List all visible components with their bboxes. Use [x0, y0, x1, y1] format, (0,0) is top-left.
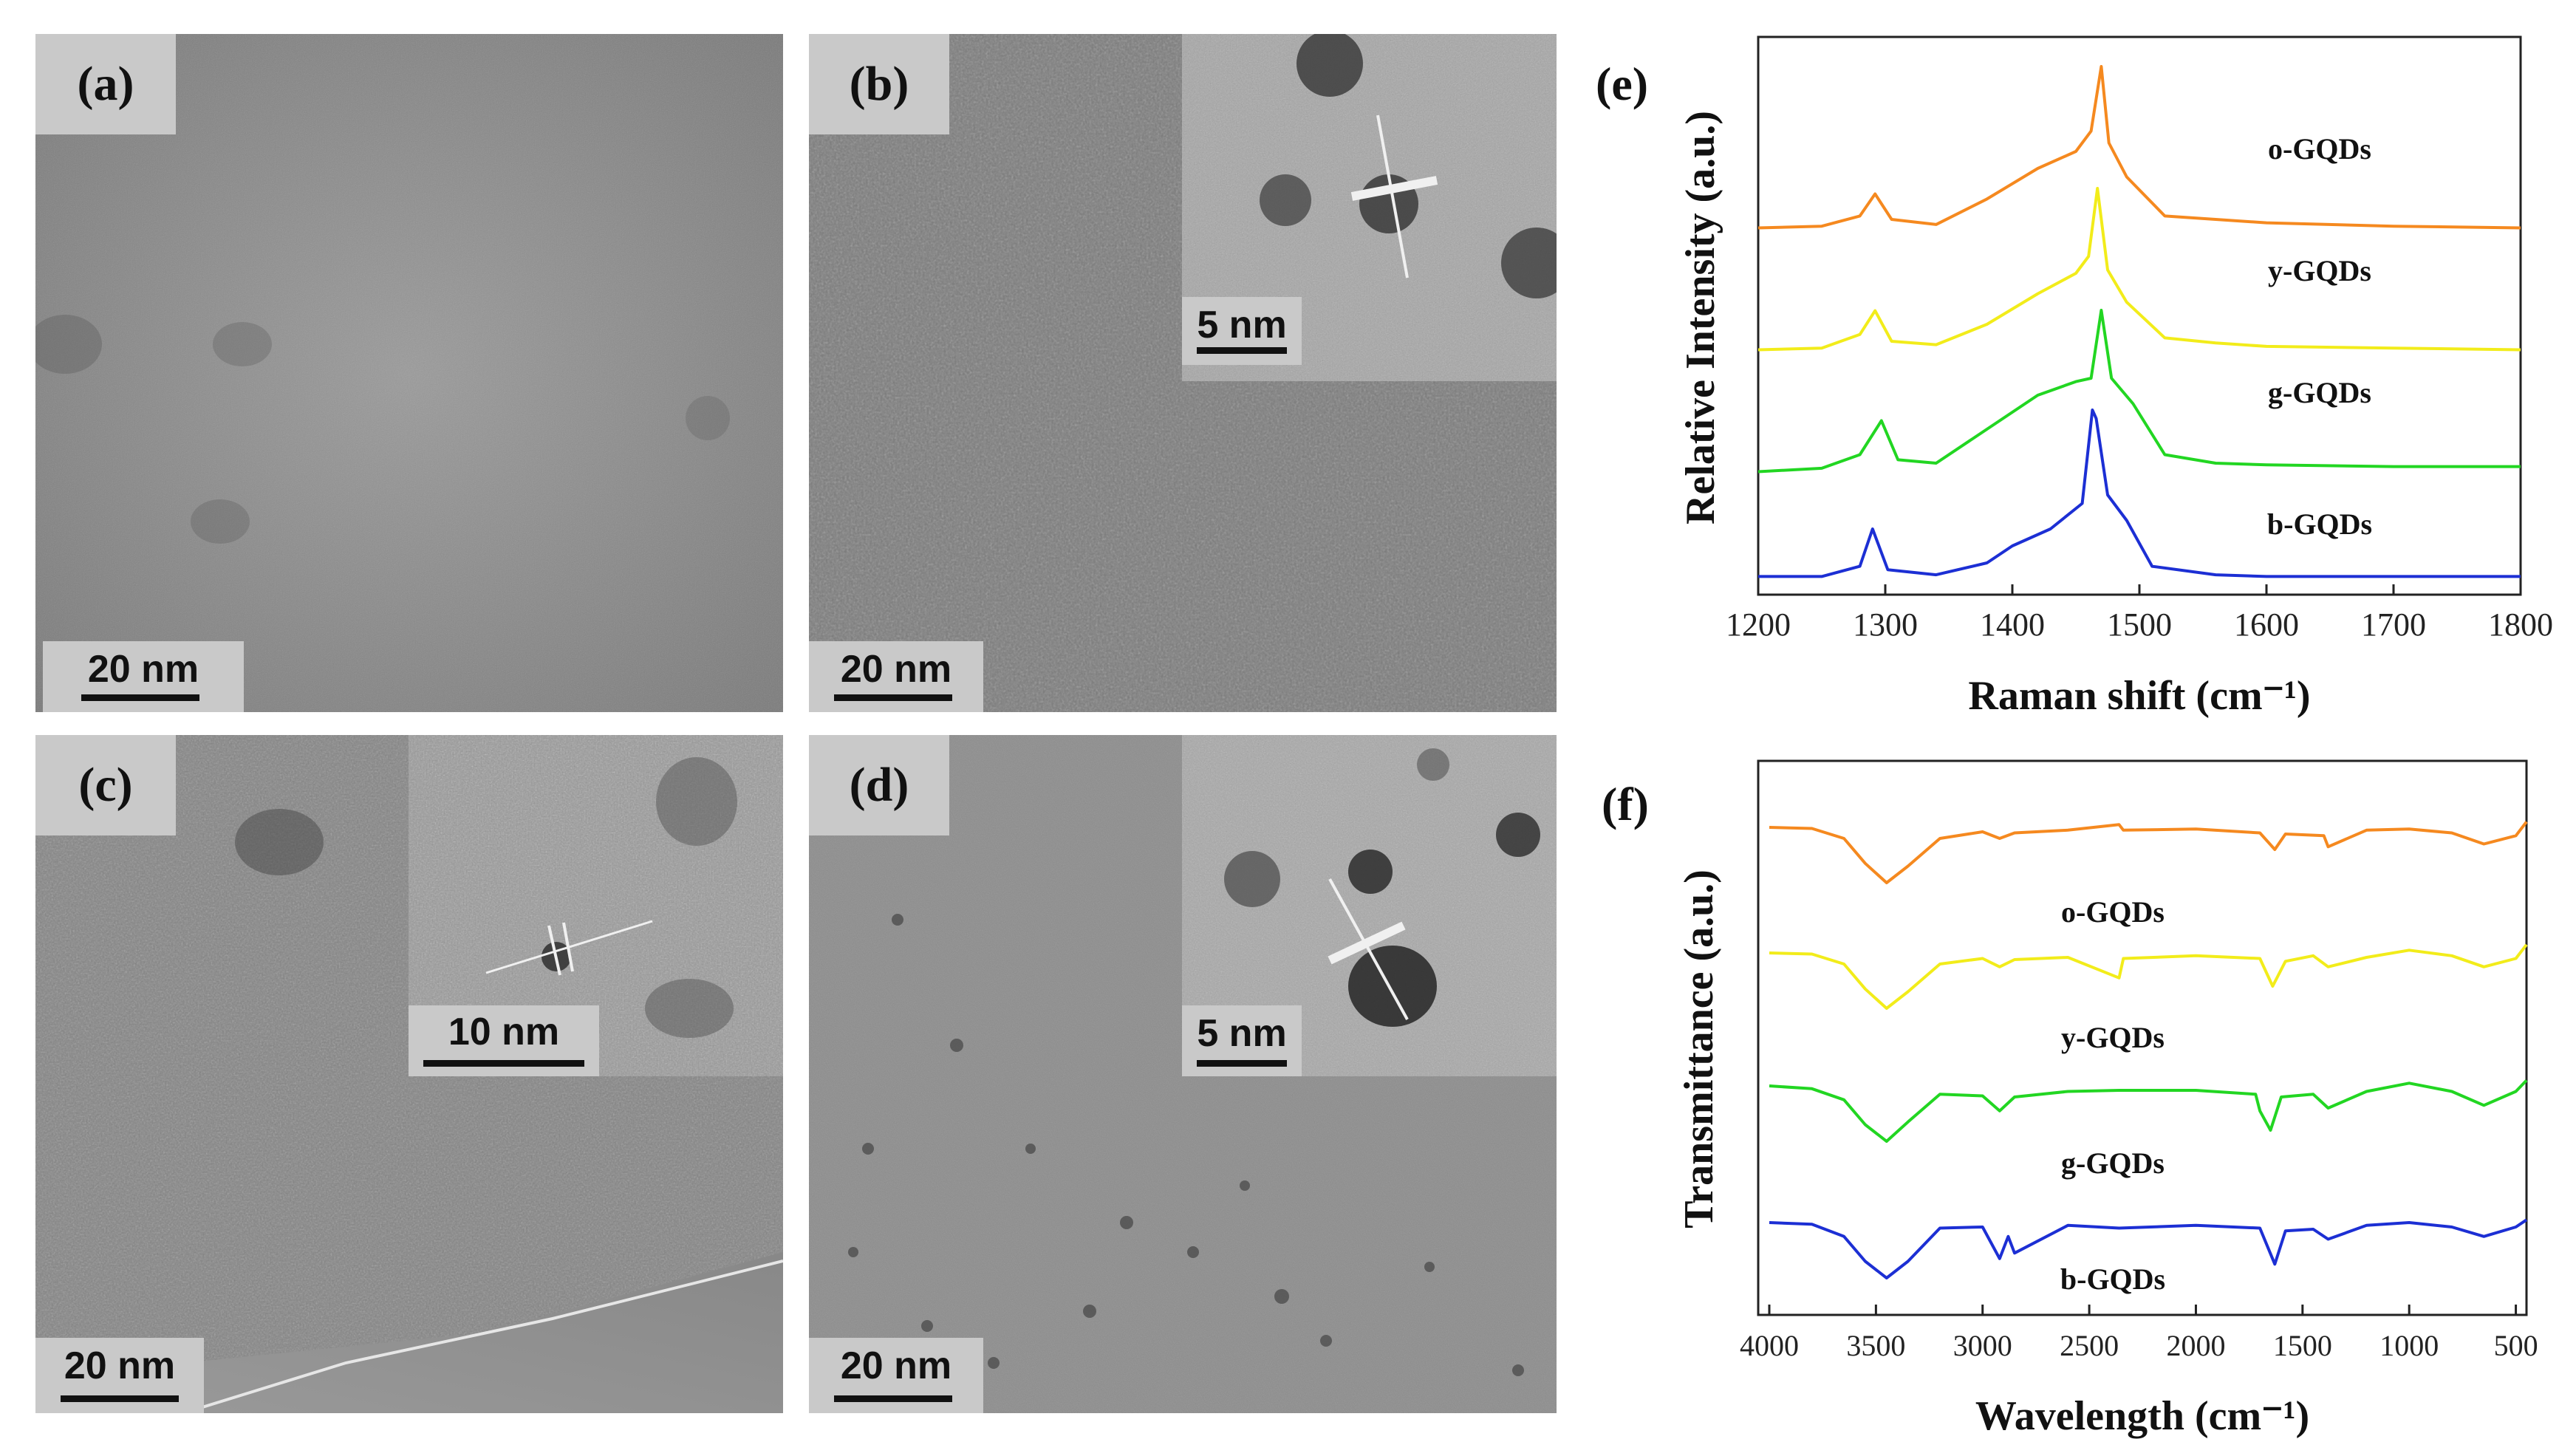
x-tick-label: 1500	[2273, 1329, 2332, 1362]
hrtem-inset-d: 5 nm	[1182, 735, 1557, 1076]
scale-bar-label: 20 nm	[64, 1344, 176, 1387]
y-axis-label: Transmittance (a.u.)	[1676, 869, 1722, 1228]
x-tick-label: 1500	[2107, 606, 2172, 643]
scale-bar-line	[61, 1395, 179, 1402]
series-line-b-GQDs	[1769, 1218, 2528, 1279]
x-tick-label: 2500	[2060, 1329, 2119, 1362]
ftir-chart: (f) 4000 3500 3000 2500 2000 1500 1000 500 o-GQ…	[1602, 759, 2538, 1439]
x-tick-label: 3000	[1953, 1329, 2012, 1362]
x-tick-label: 1600	[2234, 606, 2299, 643]
series-labels: o-GQDs y-GQDs g-GQDs b-GQDs	[2267, 132, 2372, 541]
panel-label-c: (c)	[35, 735, 176, 835]
scale-bar-d: 20 nm	[809, 1338, 983, 1413]
tem-panel-a: (a) 20 nm	[35, 34, 783, 712]
tem-panel-c: 10 nm (c) 20 nm	[35, 735, 783, 1413]
x-axis-ticks: 4000 3500 3000 2500 2000 1500 1000 500	[1740, 1305, 2538, 1362]
scale-bar-line	[834, 694, 952, 701]
series-label-o-GQDs: o-GQDs	[2268, 132, 2371, 165]
x-tick-label: 1300	[1853, 606, 1918, 643]
inset-scale-line	[1197, 1060, 1287, 1067]
scale-bar-line	[834, 1395, 952, 1402]
series-label-b-GQDs: b-GQDs	[2267, 507, 2372, 541]
series-line-y-GQDs	[1769, 943, 2528, 1010]
series-group	[1757, 65, 2521, 578]
x-tick-label: 1000	[2379, 1329, 2439, 1362]
series-line-g-GQDs	[1757, 309, 2521, 474]
tem-panel-d: 5 nm (d) 20 nm	[809, 735, 1557, 1413]
series-label-b-GQDs: b-GQDs	[2060, 1262, 2165, 1296]
x-tick-label: 1200	[1726, 606, 1791, 643]
series-line-g-GQDs	[1769, 1079, 2528, 1143]
panel-label-e: (e)	[1596, 58, 1648, 110]
series-line-y-GQDs	[1757, 187, 2521, 352]
panel-label-a: (a)	[35, 34, 176, 134]
panel-label-d: (d)	[809, 735, 949, 835]
series-line-b-GQDs	[1758, 409, 2521, 578]
x-tick-label: 1700	[2361, 606, 2426, 643]
inset-scale-line	[423, 1060, 584, 1067]
scale-bar-a: 20 nm	[43, 641, 244, 712]
x-axis-ticks: 1200 1300 1400 1500 1600 1700 1800	[1726, 584, 2553, 643]
inset-scale-label: 10 nm	[448, 1011, 560, 1053]
x-tick-label: 4000	[1740, 1329, 1799, 1362]
y-axis-label: Relative Intensity (a.u.)	[1678, 111, 1723, 524]
hrtem-inset-b: 5 nm	[1182, 34, 1557, 381]
inset-scale-line	[1197, 347, 1287, 354]
x-axis-label: Raman shift (cm⁻¹)	[1968, 673, 2310, 719]
panel-label-b: (b)	[809, 34, 949, 134]
raman-chart: (e) 1200 1300 1400 1500 1600 1700 1800 o-GQDs y…	[1596, 35, 2553, 719]
inset-scale-bar-d: 5 nm	[1182, 1005, 1302, 1076]
scale-bar-label: 20 nm	[840, 648, 952, 691]
series-label-y-GQDs: y-GQDs	[2061, 1021, 2165, 1054]
tem-texture	[35, 34, 783, 712]
scale-bar-c: 20 nm	[35, 1338, 204, 1413]
x-axis-label: Wavelength (cm⁻¹)	[1975, 1393, 2309, 1439]
scale-bar-label: 20 nm	[840, 1344, 952, 1387]
scale-bar-label: 20 nm	[87, 648, 199, 691]
series-label-o-GQDs: o-GQDs	[2061, 895, 2165, 929]
inset-scale-bar-c: 10 nm	[409, 1005, 599, 1076]
series-line-o-GQDs	[1769, 821, 2528, 884]
x-tick-label: 1400	[1980, 606, 2045, 643]
inset-texture	[1182, 34, 1557, 381]
tem-panel-b: 5 nm (b) 20 nm	[809, 34, 1557, 712]
series-label-g-GQDs: g-GQDs	[2268, 376, 2371, 409]
series-labels: o-GQDs y-GQDs g-GQDs b-GQDs	[2060, 895, 2165, 1296]
scale-bar-line	[81, 694, 199, 701]
panel-label-f: (f)	[1602, 778, 1649, 830]
scale-bar-b: 20 nm	[809, 641, 983, 712]
x-tick-label: 500	[2494, 1329, 2538, 1362]
series-line-o-GQDs	[1757, 65, 2521, 230]
inset-scale-label: 5 nm	[1197, 1012, 1287, 1055]
series-label-g-GQDs: g-GQDs	[2061, 1146, 2165, 1180]
x-tick-label: 3500	[1846, 1329, 1905, 1362]
x-tick-label: 2000	[2166, 1329, 2225, 1362]
series-group	[1769, 821, 2528, 1279]
series-label-y-GQDs: y-GQDs	[2268, 254, 2371, 287]
x-tick-label: 1800	[2488, 606, 2553, 643]
plot-frame	[1757, 759, 2528, 1316]
inset-scale-bar-b: 5 nm	[1182, 297, 1302, 365]
inset-scale-label: 5 nm	[1197, 304, 1287, 346]
